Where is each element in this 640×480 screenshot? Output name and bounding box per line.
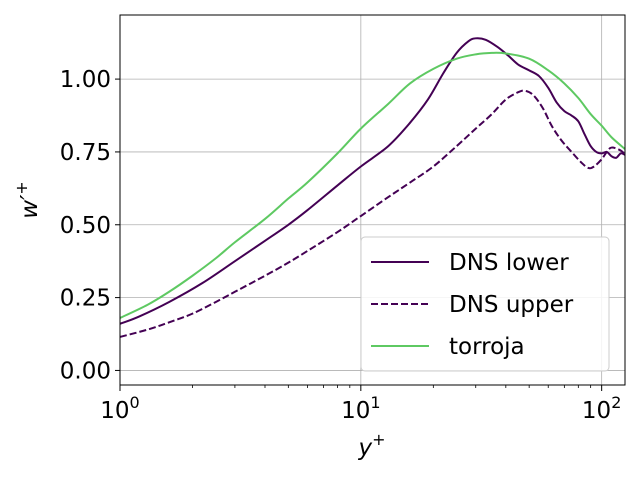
y-axis-label: w′+ <box>12 181 43 218</box>
y-tick-label: 0.00 <box>60 358 111 384</box>
x-tick-label: 101 <box>341 393 380 424</box>
y-tick-label: 1.00 <box>60 67 111 93</box>
x-tick-label: 100 <box>100 393 139 424</box>
series-line-0 <box>119 37 626 325</box>
y-tick-label: 0.25 <box>60 286 111 312</box>
y-tick-label: 0.75 <box>60 140 111 166</box>
legend-label-2: torroja <box>449 334 525 360</box>
legend-label-1: DNS upper <box>449 292 574 318</box>
x-axis-label: y+ <box>357 430 385 461</box>
legend-box <box>360 236 610 372</box>
series-line-1 <box>119 89 626 338</box>
series-line-2 <box>119 51 626 319</box>
tick-labels: 0.00 0.25 0.50 0.75 1.00 100 101 102 <box>60 67 622 424</box>
x-tick-label: 102 <box>582 393 621 424</box>
legend-label-0: DNS lower <box>449 250 569 276</box>
ticks <box>115 78 603 391</box>
plot-lines <box>119 37 626 338</box>
axes-frame <box>119 14 626 386</box>
legend: DNS lower DNS upper torroja <box>360 236 610 372</box>
y-tick-label: 0.50 <box>60 213 111 239</box>
